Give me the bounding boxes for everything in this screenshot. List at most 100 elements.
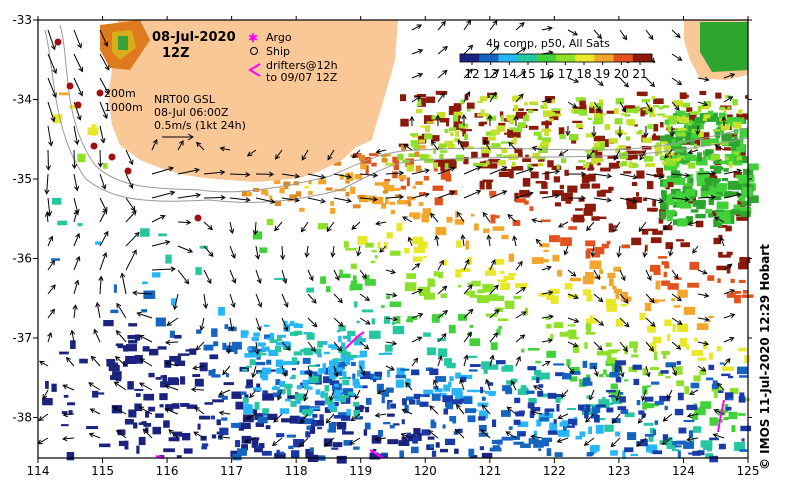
current-arrow bbox=[203, 221, 213, 230]
current-arrow bbox=[671, 365, 677, 376]
isobath-1000m-label: 1000m bbox=[104, 101, 143, 114]
current-arrow bbox=[541, 75, 553, 79]
x-tick-label: 115 bbox=[91, 464, 114, 478]
current-arrow bbox=[46, 173, 49, 194]
colorbar-tick-label: 18 bbox=[576, 67, 591, 81]
current-arrow bbox=[125, 210, 137, 223]
current-arrow bbox=[567, 101, 577, 108]
current-arrow bbox=[375, 437, 387, 440]
current-arrow bbox=[245, 437, 257, 443]
y-tick-label: -35 bbox=[12, 172, 32, 186]
current-arrow bbox=[139, 335, 153, 343]
current-arrow bbox=[71, 330, 75, 343]
current-arrow bbox=[715, 144, 725, 151]
current-arrow bbox=[125, 249, 137, 271]
current-arrow bbox=[437, 21, 446, 31]
current-arrow bbox=[196, 341, 205, 351]
current-arrow bbox=[589, 389, 595, 400]
current-arrow bbox=[457, 212, 465, 223]
current-arrow bbox=[220, 147, 231, 151]
colorbar-tick-label: 20 bbox=[614, 67, 629, 81]
current-arrow bbox=[99, 276, 102, 295]
current-arrow bbox=[585, 413, 595, 423]
current-arrow bbox=[193, 431, 205, 439]
current-arrow bbox=[47, 309, 55, 319]
current-arrow bbox=[99, 53, 110, 70]
current-arrow bbox=[515, 192, 533, 199]
argo-float bbox=[124, 167, 132, 175]
current-arrow bbox=[73, 53, 83, 72]
x-tick-label: 116 bbox=[156, 464, 179, 478]
current-arrow bbox=[125, 173, 133, 189]
current-arrow bbox=[307, 365, 312, 377]
current-arrow bbox=[275, 149, 283, 160]
current-arrow bbox=[411, 169, 430, 175]
current-arrow bbox=[307, 173, 326, 179]
current-arrow bbox=[671, 53, 682, 61]
current-arrow bbox=[587, 149, 595, 160]
current-arrow bbox=[697, 172, 716, 175]
current-arrow bbox=[639, 149, 647, 160]
argo-float-markers bbox=[54, 38, 202, 222]
x-tick-label: 120 bbox=[414, 464, 437, 478]
current-arrow bbox=[99, 149, 102, 167]
current-arrow bbox=[301, 149, 309, 161]
current-arrow bbox=[229, 269, 236, 284]
current-arrow bbox=[667, 389, 673, 400]
current-arrow bbox=[73, 125, 78, 145]
current-arrow bbox=[165, 385, 179, 391]
current-arrow bbox=[385, 293, 397, 297]
current-arrow bbox=[385, 341, 397, 345]
current-arrow bbox=[515, 71, 526, 79]
current-arrow bbox=[593, 77, 604, 86]
current-arrow bbox=[593, 293, 603, 302]
current-arrow bbox=[375, 413, 387, 417]
drifter-track bbox=[717, 399, 725, 433]
current-arrow bbox=[508, 141, 517, 151]
x-tick-label: 118 bbox=[285, 464, 308, 478]
current-arrow bbox=[403, 144, 413, 151]
current-arrow bbox=[664, 149, 673, 159]
current-arrow bbox=[47, 284, 56, 295]
colorbar-segment bbox=[632, 54, 653, 62]
current-arrow bbox=[255, 317, 261, 331]
current-arrow bbox=[645, 365, 650, 377]
current-arrow bbox=[62, 384, 75, 391]
velocity-scale-label: 0.5m/s (1kt 24h) bbox=[154, 119, 246, 132]
current-arrow bbox=[619, 101, 627, 113]
current-arrow bbox=[219, 389, 231, 396]
current-arrow bbox=[510, 380, 517, 391]
current-arrow bbox=[460, 379, 465, 391]
current-arrow bbox=[463, 166, 481, 175]
current-arrow bbox=[349, 437, 361, 445]
coastal-sst-patch bbox=[700, 22, 748, 72]
current-arrow bbox=[219, 412, 231, 415]
velocity-scale-arrowhead bbox=[187, 133, 194, 141]
current-arrow bbox=[125, 197, 136, 211]
current-arrow bbox=[255, 293, 262, 307]
current-arrow bbox=[671, 317, 682, 325]
current-arrow bbox=[376, 221, 387, 225]
current-arrow bbox=[619, 173, 638, 179]
current-arrow bbox=[307, 197, 326, 203]
current-arrow bbox=[255, 269, 261, 284]
current-arrow bbox=[63, 413, 75, 416]
current-arrow bbox=[333, 293, 343, 303]
current-arrow bbox=[166, 317, 179, 326]
current-arrow bbox=[463, 91, 471, 103]
current-arrow bbox=[463, 332, 472, 343]
current-arrow bbox=[333, 365, 338, 377]
current-arrow bbox=[723, 337, 734, 343]
current-arrow bbox=[379, 245, 387, 253]
current-arrow bbox=[541, 291, 553, 295]
current-arrow bbox=[645, 341, 654, 352]
current-arrow bbox=[324, 437, 335, 447]
current-arrow bbox=[116, 430, 127, 439]
current-arrow bbox=[277, 389, 283, 401]
current-arrow bbox=[688, 221, 699, 226]
argo-float bbox=[54, 38, 62, 46]
current-arrow bbox=[437, 285, 447, 295]
current-arrow bbox=[697, 196, 716, 199]
current-arrow bbox=[429, 405, 439, 415]
current-arrow bbox=[671, 101, 680, 111]
